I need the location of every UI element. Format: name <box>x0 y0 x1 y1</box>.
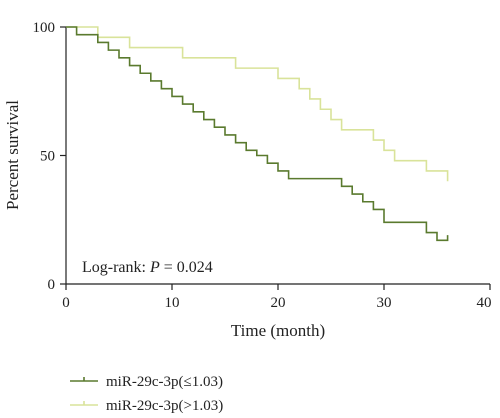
y-tick-label: 50 <box>40 149 55 165</box>
x-axis-title: Time (month) <box>231 321 325 340</box>
y-axis-title: Percent survival <box>3 100 22 210</box>
survival-curve-low <box>66 26 449 242</box>
x-tick-label: 20 <box>271 295 286 311</box>
logrank-prefix: Log-rank: <box>82 259 150 276</box>
x-tick-label: 40 <box>477 295 492 311</box>
y-tick-label: 100 <box>33 20 56 36</box>
logrank-annotation: Log-rank: P = 0.024 <box>82 259 213 276</box>
legend-label-low: miR-29c-3p(≤1.03) <box>106 374 223 390</box>
logrank-p-symbol: P <box>149 259 160 276</box>
y-tick-label: 0 <box>48 277 56 293</box>
legend-label-high: miR-29c-3p(>1.03) <box>106 398 223 414</box>
legend: miR-29c-3p(≤1.03) miR-29c-3p(>1.03) <box>70 374 223 414</box>
x-tick-label: 30 <box>377 295 392 311</box>
x-tick-label: 10 <box>165 295 180 311</box>
survival-curves <box>66 26 449 242</box>
x-tick-label: 0 <box>62 295 70 311</box>
logrank-value: = 0.024 <box>160 259 213 276</box>
survival-curve-high <box>66 26 449 182</box>
